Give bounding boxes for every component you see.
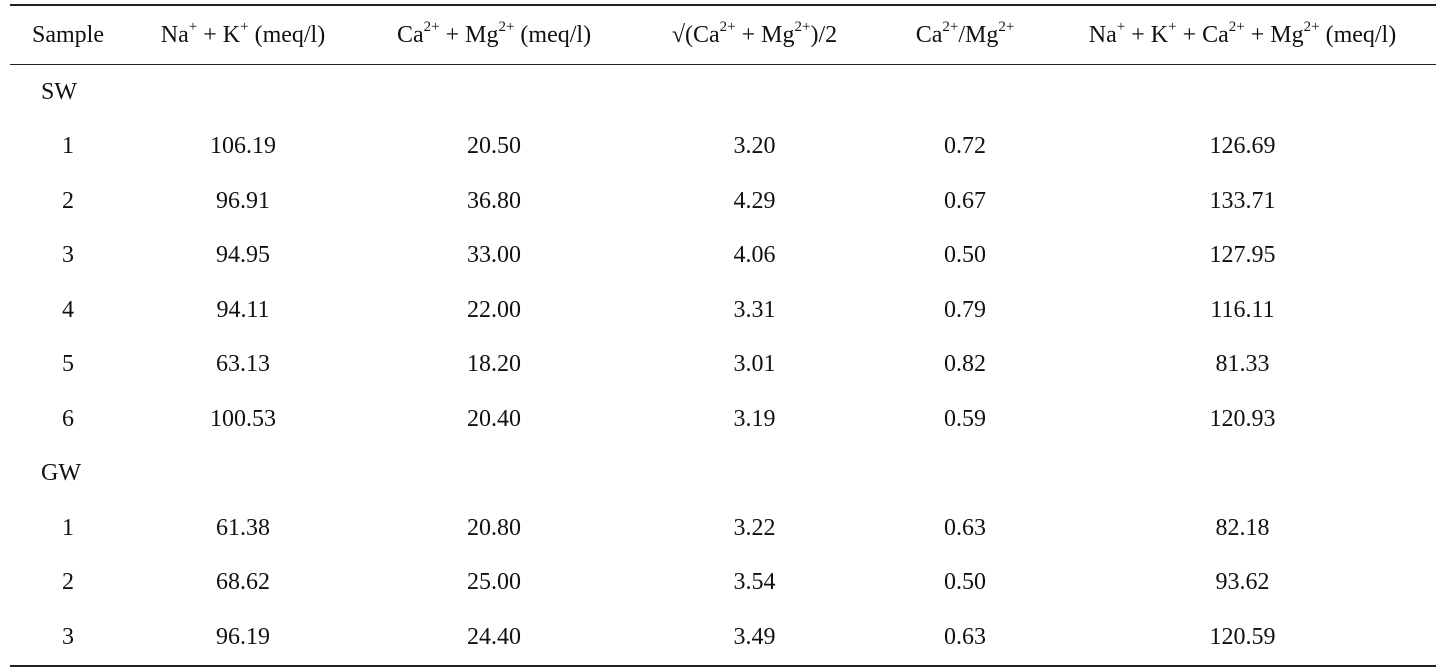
cell-ca-mg-ratio: 0.63 [944, 514, 986, 541]
cell-total-cations: 126.69 [1209, 133, 1276, 160]
table-row: 4 94.11 22.00 3.31 0.79 116.11 [10, 283, 1436, 338]
empty-cell [628, 447, 881, 502]
table-row: 6 100.53 20.40 3.19 0.59 120.93 [10, 392, 1436, 447]
cell-sample: 1 [62, 514, 74, 541]
cell-na-k: 61.38 [216, 514, 270, 541]
cell-sqrt-ca-mg: 3.31 [733, 296, 776, 323]
water-chemistry-table: Sample Na+ + K+ (meq/l) Ca2+ + Mg2+ (meq… [10, 4, 1436, 667]
cell-sqrt-ca-mg: 3.22 [733, 514, 776, 541]
header-na-k: Na+ + K+ (meq/l) [160, 18, 326, 48]
cell-sample: 2 [62, 187, 74, 214]
cell-na-k: 106.19 [210, 133, 276, 160]
cell-na-k: 100.53 [210, 405, 276, 432]
cell-ca-mg: 18.20 [467, 351, 521, 378]
table-row: 3 94.95 33.00 4.06 0.50 127.95 [10, 229, 1436, 284]
cell-sqrt-ca-mg: 3.49 [733, 623, 776, 650]
table-row: 3 96.19 24.40 3.49 0.63 120.59 [10, 610, 1436, 666]
empty-cell [881, 447, 1049, 502]
cell-ca-mg: 20.80 [467, 514, 521, 541]
empty-cell [881, 65, 1049, 120]
group-label: GW [41, 460, 81, 487]
header-sample: Sample [32, 21, 104, 48]
cell-total-cations: 81.33 [1215, 351, 1270, 378]
data-table-container: Sample Na+ + K+ (meq/l) Ca2+ + Mg2+ (meq… [10, 4, 1436, 667]
table-body: SW 1 106.19 20.50 3.20 0.72 126.69 2 96.91 36.80 4… [10, 65, 1436, 666]
cell-ca-mg: 24.40 [467, 623, 521, 650]
cell-sample: 3 [62, 623, 74, 650]
cell-ca-mg-ratio: 0.72 [944, 133, 986, 160]
empty-cell [1049, 447, 1436, 502]
cell-na-k: 96.91 [216, 187, 270, 214]
cell-sqrt-ca-mg: 4.06 [733, 242, 776, 269]
cell-total-cations: 127.95 [1209, 242, 1276, 269]
cell-ca-mg-ratio: 0.59 [944, 405, 986, 432]
cell-total-cations: 133.71 [1209, 187, 1276, 214]
cell-na-k: 63.13 [216, 351, 270, 378]
cell-ca-mg-ratio: 0.67 [944, 187, 986, 214]
table-row: 2 68.62 25.00 3.54 0.50 93.62 [10, 556, 1436, 611]
cell-sample: 2 [62, 569, 74, 596]
empty-cell [1049, 65, 1436, 120]
empty-cell [360, 65, 628, 120]
cell-sample: 4 [62, 296, 74, 323]
table-row: 5 63.13 18.20 3.01 0.82 81.33 [10, 338, 1436, 393]
table-row: 2 96.91 36.80 4.29 0.67 133.71 [10, 174, 1436, 229]
cell-total-cations: 82.18 [1215, 514, 1270, 541]
empty-cell [126, 447, 360, 502]
table-row: 1 61.38 20.80 3.22 0.63 82.18 [10, 501, 1436, 556]
empty-cell [126, 65, 360, 120]
cell-ca-mg: 20.50 [467, 133, 521, 160]
cell-ca-mg: 36.80 [467, 187, 521, 214]
cell-ca-mg: 22.00 [467, 296, 521, 323]
cell-total-cations: 120.93 [1209, 405, 1276, 432]
table-row: 1 106.19 20.50 3.20 0.72 126.69 [10, 120, 1436, 175]
cell-na-k: 68.62 [216, 569, 270, 596]
cell-na-k: 96.19 [216, 623, 270, 650]
cell-ca-mg-ratio: 0.63 [944, 623, 986, 650]
cell-ca-mg-ratio: 0.79 [944, 296, 986, 323]
cell-sample: 5 [62, 351, 74, 378]
cell-sample: 3 [62, 242, 74, 269]
header-ca-mg-ratio: Ca2+/Mg2+ [915, 18, 1015, 48]
group-label-row: SW [10, 65, 1436, 120]
cell-ca-mg-ratio: 0.50 [944, 242, 986, 269]
cell-total-cations: 93.62 [1215, 569, 1270, 596]
header-ca-mg: Ca2+ + Mg2+ (meq/l) [396, 18, 592, 48]
cell-ca-mg: 25.00 [467, 569, 521, 596]
cell-na-k: 94.11 [216, 296, 270, 323]
cell-sqrt-ca-mg: 3.20 [733, 133, 776, 160]
cell-ca-mg: 33.00 [467, 242, 521, 269]
table-header-row: Sample Na+ + K+ (meq/l) Ca2+ + Mg2+ (meq… [10, 5, 1436, 65]
empty-cell [628, 65, 881, 120]
cell-sqrt-ca-mg: 3.54 [733, 569, 776, 596]
cell-ca-mg-ratio: 0.50 [944, 569, 986, 596]
cell-sample: 1 [62, 133, 74, 160]
cell-sqrt-ca-mg: 3.19 [733, 405, 776, 432]
cell-total-cations: 116.11 [1210, 296, 1275, 323]
group-label-row: GW [10, 447, 1436, 502]
cell-ca-mg: 20.40 [467, 405, 521, 432]
header-total-cations: Na+ + K+ + Ca2+ + Mg2+ (meq/l) [1088, 18, 1397, 48]
cell-sqrt-ca-mg: 3.01 [733, 351, 776, 378]
empty-cell [360, 447, 628, 502]
cell-na-k: 94.95 [216, 242, 270, 269]
group-label: SW [41, 78, 77, 105]
cell-ca-mg-ratio: 0.82 [944, 351, 986, 378]
cell-sqrt-ca-mg: 4.29 [733, 187, 776, 214]
cell-total-cations: 120.59 [1209, 623, 1276, 650]
cell-sample: 6 [62, 405, 74, 432]
header-sqrt-ca-mg: √(Ca2+ + Mg2+)/2 [671, 18, 838, 48]
